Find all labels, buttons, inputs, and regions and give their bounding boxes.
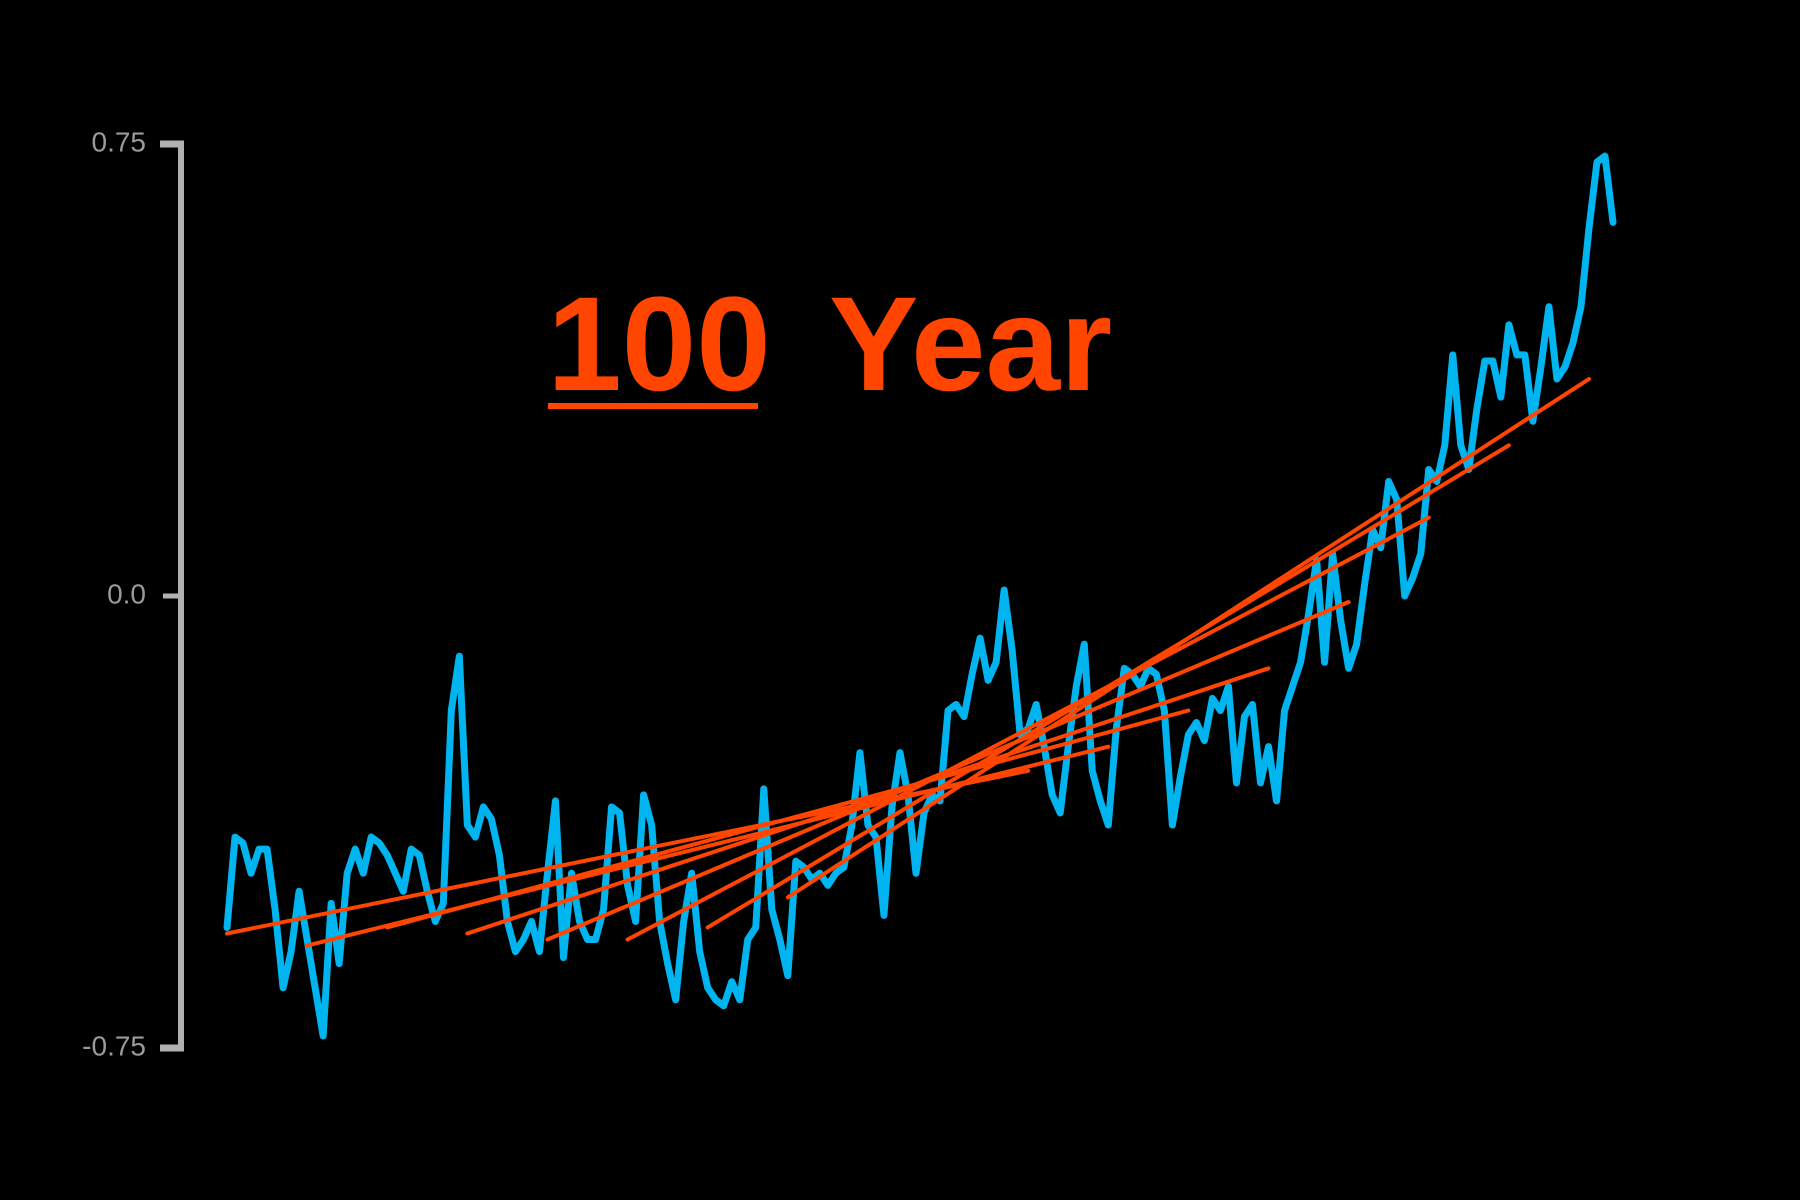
chart-title: Year <box>829 270 1112 419</box>
trend-line <box>465 666 1271 936</box>
data-line <box>223 152 1617 1040</box>
title-underline <box>548 403 758 409</box>
y-tick-label: 0.75 <box>92 126 147 157</box>
trend-line <box>705 443 1511 930</box>
title-number: 100 <box>547 270 771 419</box>
trend-line <box>785 377 1591 900</box>
trend-line <box>625 515 1431 942</box>
y-tick-label: 0.0 <box>107 578 146 609</box>
y-tick-label: -0.75 <box>82 1030 146 1061</box>
trend-line <box>385 708 1191 930</box>
